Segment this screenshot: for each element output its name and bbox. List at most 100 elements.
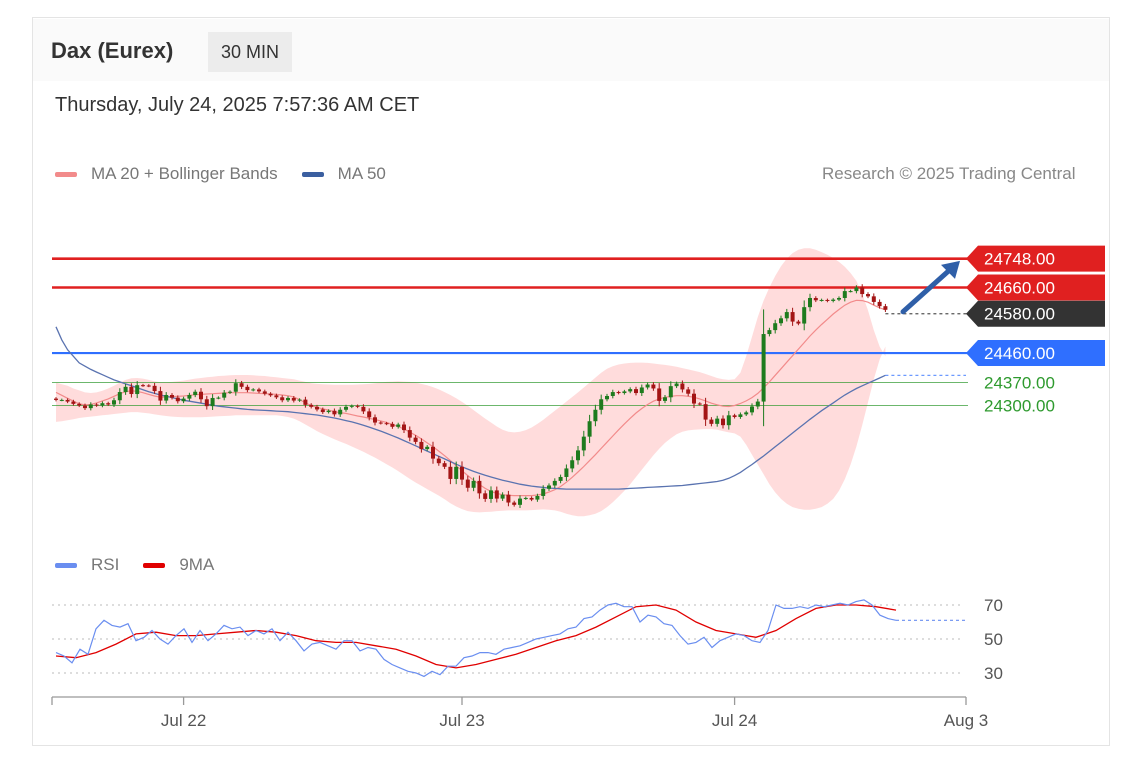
level-tag-24460.00 <box>966 340 1105 367</box>
candle-body <box>291 397 296 401</box>
candle <box>216 396 221 400</box>
candle-body <box>77 403 82 406</box>
legend-swatch-ma20 <box>55 171 77 177</box>
candle-body <box>866 294 870 297</box>
candle <box>726 410 731 430</box>
candle-body <box>129 386 134 395</box>
candle-body <box>848 291 853 293</box>
candle-body <box>622 391 627 394</box>
candle <box>164 392 169 404</box>
candle <box>813 296 818 303</box>
candle-body <box>634 389 638 394</box>
forecast-arrow-head <box>941 260 960 279</box>
candle <box>767 327 772 337</box>
candle <box>599 394 604 415</box>
candle <box>59 398 64 402</box>
candle <box>686 386 691 397</box>
candle-body <box>779 318 783 324</box>
forecast-arrow-shaft <box>900 265 955 315</box>
candle-body <box>529 497 534 500</box>
candle <box>779 315 783 326</box>
candle <box>842 287 847 302</box>
candle-body <box>94 404 99 406</box>
candle <box>773 319 778 334</box>
candle-body <box>581 436 586 451</box>
candle <box>54 397 58 402</box>
candle <box>141 383 145 387</box>
candle-body <box>106 403 111 405</box>
candle <box>802 300 807 331</box>
timeframe-badge[interactable]: 30 MIN <box>208 32 292 72</box>
candle <box>83 403 87 411</box>
candle-body <box>813 297 818 301</box>
candle-body <box>262 391 267 394</box>
candle <box>378 421 383 425</box>
candle-body <box>755 401 760 407</box>
candle <box>117 388 122 405</box>
candle <box>297 398 302 402</box>
level-tag-24580.00 <box>966 300 1105 327</box>
candle <box>848 289 853 293</box>
candle-body <box>123 386 128 393</box>
rsi-line <box>55 599 897 678</box>
candle-body <box>413 437 418 442</box>
candle <box>291 396 296 403</box>
candle-body <box>483 493 488 499</box>
candle-body <box>228 391 232 393</box>
candle-body <box>808 297 812 308</box>
candle <box>88 402 93 411</box>
candle-body <box>390 423 395 427</box>
candle <box>332 408 337 417</box>
candle-body <box>280 397 285 401</box>
candle-body <box>361 406 366 412</box>
candle <box>390 421 395 429</box>
candle-body <box>842 291 847 298</box>
candle <box>755 398 760 410</box>
candle-body <box>338 409 343 415</box>
candle-body <box>523 497 528 499</box>
candle-body <box>703 404 708 420</box>
candle <box>326 409 331 414</box>
level-label-24748.00: 24748.00 <box>984 250 1055 269</box>
candle-body <box>436 458 441 464</box>
candle-body <box>697 403 702 405</box>
candle-body <box>373 417 377 423</box>
candle-body <box>721 418 725 426</box>
datetime-label: Thursday, July 24, 2025 7:57:36 AM CET <box>55 94 420 116</box>
level-label-24370.00: 24370.00 <box>984 374 1055 393</box>
candle-body <box>837 297 841 300</box>
candle <box>871 293 876 305</box>
candle <box>645 382 650 390</box>
candle-body <box>587 421 592 437</box>
candle-body <box>71 401 76 404</box>
candle <box>761 309 766 427</box>
candle-body <box>355 405 360 407</box>
candle <box>593 404 598 427</box>
candle <box>471 477 476 492</box>
candle-body <box>100 403 105 406</box>
candle <box>877 299 882 309</box>
candle-body <box>663 397 667 401</box>
candle <box>518 495 522 508</box>
candle-body <box>326 410 331 413</box>
candle-body <box>297 399 302 401</box>
candle-body <box>257 389 261 392</box>
candle <box>251 388 256 392</box>
candle <box>309 403 314 409</box>
candle-body <box>193 391 198 396</box>
candle-body <box>170 395 174 398</box>
legend-label-ma50: MA 50 <box>337 164 386 183</box>
candle-body <box>860 287 865 295</box>
candle <box>558 474 563 484</box>
candle-body <box>286 397 290 401</box>
candle-body <box>251 389 256 391</box>
candle-body <box>657 388 662 401</box>
candle-body <box>320 409 325 413</box>
candle-body <box>117 392 122 401</box>
candle <box>697 402 702 406</box>
candle-body <box>871 296 876 302</box>
candle-body <box>726 415 731 426</box>
candle-body <box>465 479 470 488</box>
candle-body <box>402 424 406 431</box>
candle-body <box>854 287 859 292</box>
